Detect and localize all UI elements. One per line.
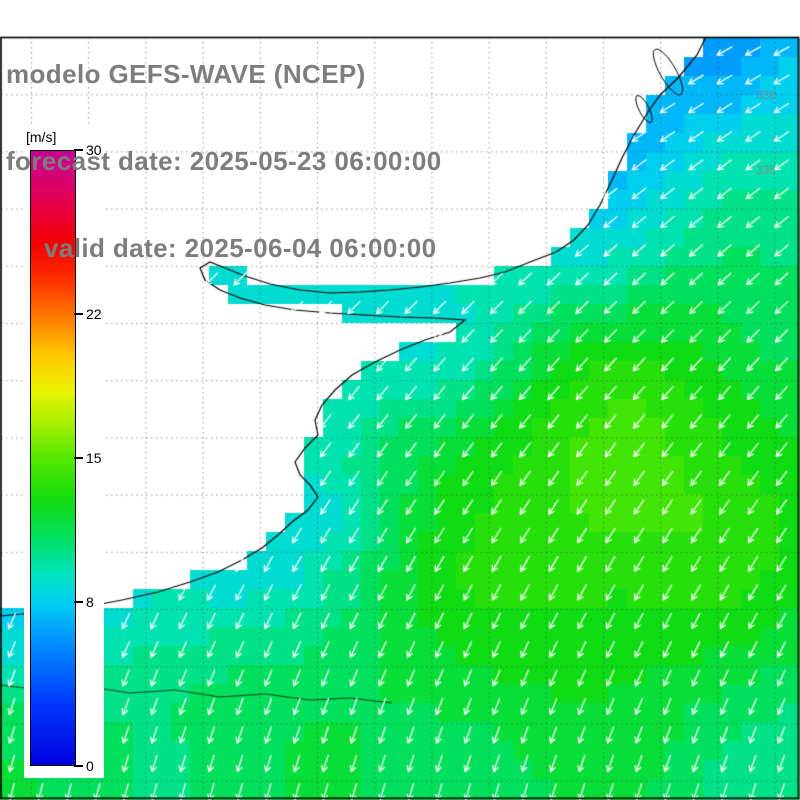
colorbar-unit-label: [m/s] [26,129,57,145]
header: modelo GEFS-WAVE (NCEP) forecast date: 2… [6,2,442,321]
colorbar-tick [74,765,83,767]
forecast-date-line: forecast date: 2025-05-23 06:00:00 [6,146,442,176]
colorbar-tick [74,313,83,315]
colorbar-tick-label-30: 30 [86,142,102,158]
colorbar-tick-label-15: 15 [86,450,102,466]
colorbar-tick-label-8: 8 [86,594,94,610]
right-grid-label-335: 335 [756,163,777,177]
colorbar-tick [74,149,83,151]
colorbar-tick-label-0: 0 [86,758,94,774]
colorbar-tick [74,457,83,459]
colorbar-tick [74,601,83,603]
colorbar-tick-label-22: 22 [86,306,102,322]
right-grid-label-336: 336 [756,88,777,102]
valid-date-line: valid date: 2025-06-04 06:00:00 [44,233,437,263]
model-title: modelo GEFS-WAVE (NCEP) [6,59,366,89]
